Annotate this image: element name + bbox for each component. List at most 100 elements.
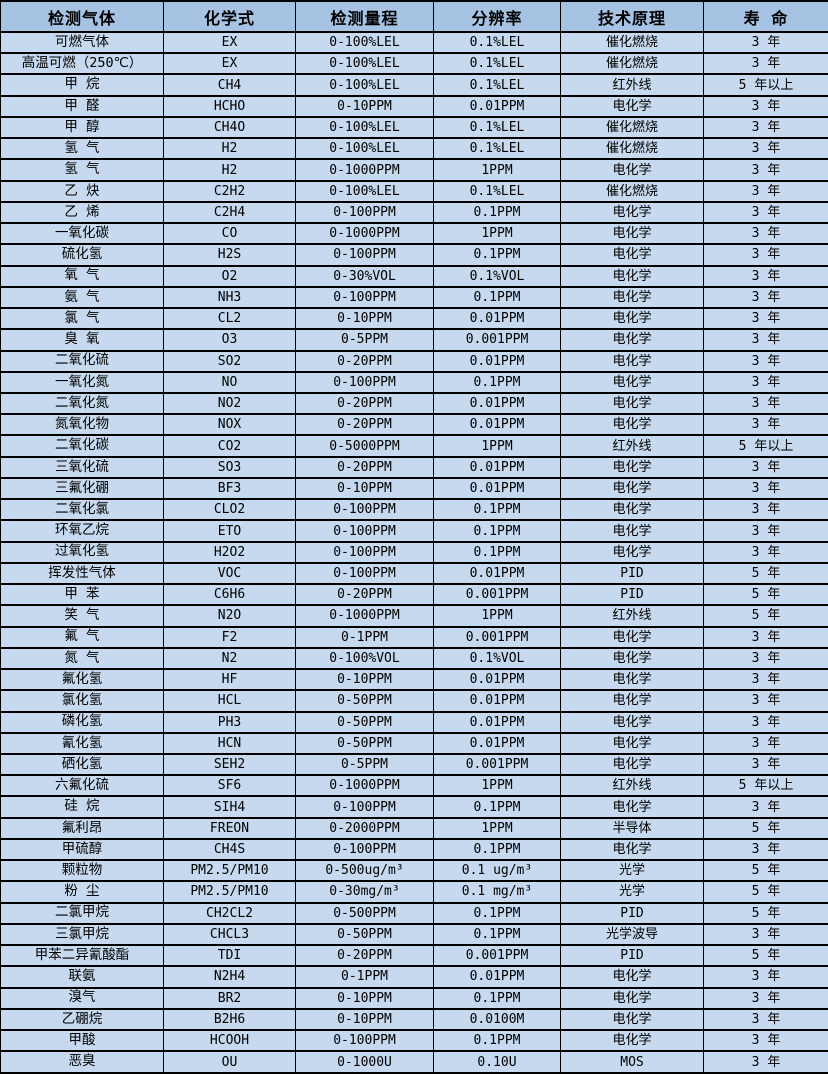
table-cell: 3 年 — [703, 668, 828, 692]
table-row: 可燃气体 EX 0-100%LEL 0.1%LEL 催化燃烧 3 年 — [0, 30, 828, 55]
table-cell: 3 年 — [703, 1050, 828, 1074]
table-cell: 0.0100M — [433, 1007, 561, 1032]
table-cell: 甲 烷 — [0, 73, 164, 97]
header-cell: 技术原理 — [560, 0, 704, 33]
table-cell: 0-100%LEL — [295, 52, 434, 76]
table-cell: 0.001PPM — [433, 752, 561, 777]
table-cell: 3 年 — [703, 200, 828, 225]
table-cell: 氮 气 — [0, 646, 164, 671]
table-cell: 3 年 — [703, 94, 828, 118]
table-cell: 0.1%LEL — [433, 137, 561, 161]
table-cell: 高温可燃（250℃） — [0, 52, 164, 76]
table-cell: 3 年 — [703, 625, 828, 649]
table-row: 硅 烷 SIH4 0-100PPM 0.1PPM 电化学 3 年 — [0, 795, 828, 819]
table-cell: PM2.5/PM10 — [163, 859, 296, 883]
table-cell: 电化学 — [560, 986, 704, 1010]
table-cell: 3 年 — [703, 1029, 828, 1053]
table-cell: 电化学 — [560, 222, 704, 246]
table-cell: 电化学 — [560, 965, 704, 989]
table-cell: 0.1PPM — [433, 540, 561, 564]
table-cell: 电化学 — [560, 646, 704, 671]
table-cell: 0.01PPM — [433, 391, 561, 416]
table-cell: 0-100PPM — [295, 370, 434, 394]
table-cell: CO — [163, 222, 296, 246]
table-cell: 电化学 — [560, 413, 704, 437]
table-cell: 0.01PPM — [433, 476, 561, 501]
table-cell: 0.001PPM — [433, 583, 561, 607]
table-row: 二氧化碳 CO2 0-5000PPM 1PPM 红外线 5 年以上 — [0, 434, 828, 458]
table-cell: 电化学 — [560, 710, 704, 734]
table-cell: 电化学 — [560, 285, 704, 310]
table-cell: 光学 — [560, 880, 704, 904]
table-cell: 1PPM — [433, 816, 561, 840]
table-row: 笑 气 N2O 0-1000PPM 1PPM 红外线 5 年 — [0, 604, 828, 628]
table-cell: 0-100PPM — [295, 795, 434, 819]
table-cell: 半导体 — [560, 816, 704, 840]
table-cell: 5 年 — [703, 583, 828, 607]
table-cell: 电化学 — [560, 689, 704, 713]
table-cell: 3 年 — [703, 30, 828, 55]
table-cell: 3 年 — [703, 115, 828, 140]
header-cell: 分辨率 — [433, 0, 561, 33]
table-cell: PH3 — [163, 710, 296, 734]
table-cell: 氟利昂 — [0, 816, 164, 840]
table-cell: 0-100PPM — [295, 285, 434, 310]
table-row: 氯 气 CL2 0-10PPM 0.01PPM 电化学 3 年 — [0, 307, 828, 331]
table-cell: 0-5PPM — [295, 752, 434, 777]
table-row: 甲 醇 CH4O 0-100%LEL 0.1%LEL 催化燃烧 3 年 — [0, 115, 828, 140]
table-cell: 3 年 — [703, 243, 828, 267]
table-cell: 0-10PPM — [295, 476, 434, 501]
table-row: 一氧化氮 NO 0-100PPM 0.1PPM 电化学 3 年 — [0, 370, 828, 394]
table-cell: 3 年 — [703, 370, 828, 394]
table-cell: 0.1PPM — [433, 1029, 561, 1053]
table-cell: 红外线 — [560, 604, 704, 628]
table-cell: 光学 — [560, 859, 704, 883]
table-cell: FREON — [163, 816, 296, 840]
table-cell: 氢 气 — [0, 137, 164, 161]
table-cell: 0.01PPM — [433, 307, 561, 331]
table-cell: 硫化氢 — [0, 243, 164, 267]
table-cell: 电化学 — [560, 391, 704, 416]
table-row: 二氧化氮 NO2 0-20PPM 0.01PPM 电化学 3 年 — [0, 391, 828, 416]
table-cell: 0-1000PPM — [295, 604, 434, 628]
table-row: 乙 烯 C2H4 0-100PPM 0.1PPM 电化学 3 年 — [0, 200, 828, 225]
table-row: 颗粒物 PM2.5/PM10 0-500ug/m³ 0.1 ug/m³ 光学 5 年 — [0, 859, 828, 883]
table-cell: 0.001PPM — [433, 625, 561, 649]
table-row: 三氧化硫 SO3 0-20PPM 0.01PPM 电化学 3 年 — [0, 455, 828, 479]
table-cell: 5 年 — [703, 561, 828, 586]
table-cell: 0-100PPM — [295, 1029, 434, 1053]
table-cell: 3 年 — [703, 965, 828, 989]
table-cell: MOS — [560, 1050, 704, 1074]
table-cell: 5 年 — [703, 859, 828, 883]
table-cell: 0.01PPM — [433, 561, 561, 586]
table-cell: 氢 气 — [0, 158, 164, 182]
table-cell: CLO2 — [163, 498, 296, 522]
table-cell: 3 年 — [703, 519, 828, 543]
table-row: 氰化氢 HCN 0-50PPM 0.01PPM 电化学 3 年 — [0, 731, 828, 755]
table-cell: CL2 — [163, 307, 296, 331]
table-cell: 0-100PPM — [295, 498, 434, 522]
table-cell: 三氧化硫 — [0, 455, 164, 479]
table-cell: CH4O — [163, 115, 296, 140]
table-cell: NOX — [163, 413, 296, 437]
table-row: 氢 气 H2 0-1000PPM 1PPM 电化学 3 年 — [0, 158, 828, 182]
table-row: 联氨 N2H4 0-1PPM 0.01PPM 电化学 3 年 — [0, 965, 828, 989]
table-cell: 0-20PPM — [295, 349, 434, 373]
table-cell: H2O2 — [163, 540, 296, 564]
table-cell: 电化学 — [560, 837, 704, 862]
table-cell: 0-1PPM — [295, 965, 434, 989]
table-cell: 红外线 — [560, 434, 704, 458]
table-row: 二氧化硫 SO2 0-20PPM 0.01PPM 电化学 3 年 — [0, 349, 828, 373]
table-cell: N2 — [163, 646, 296, 671]
table-cell: 可燃气体 — [0, 30, 164, 55]
table-cell: 电化学 — [560, 731, 704, 755]
table-cell: 一氧化氮 — [0, 370, 164, 394]
table-cell: 3 年 — [703, 307, 828, 331]
table-row: 二氯甲烷 CH2CL2 0-500PPM 0.1PPM PID 5 年 — [0, 901, 828, 925]
table-cell: CH4 — [163, 73, 296, 97]
table-cell: 3 年 — [703, 137, 828, 161]
table-cell: 0.01PPM — [433, 94, 561, 118]
table-cell: HCHO — [163, 94, 296, 118]
table-cell: 0-1000PPM — [295, 774, 434, 798]
table-cell: 氮氧化物 — [0, 413, 164, 437]
